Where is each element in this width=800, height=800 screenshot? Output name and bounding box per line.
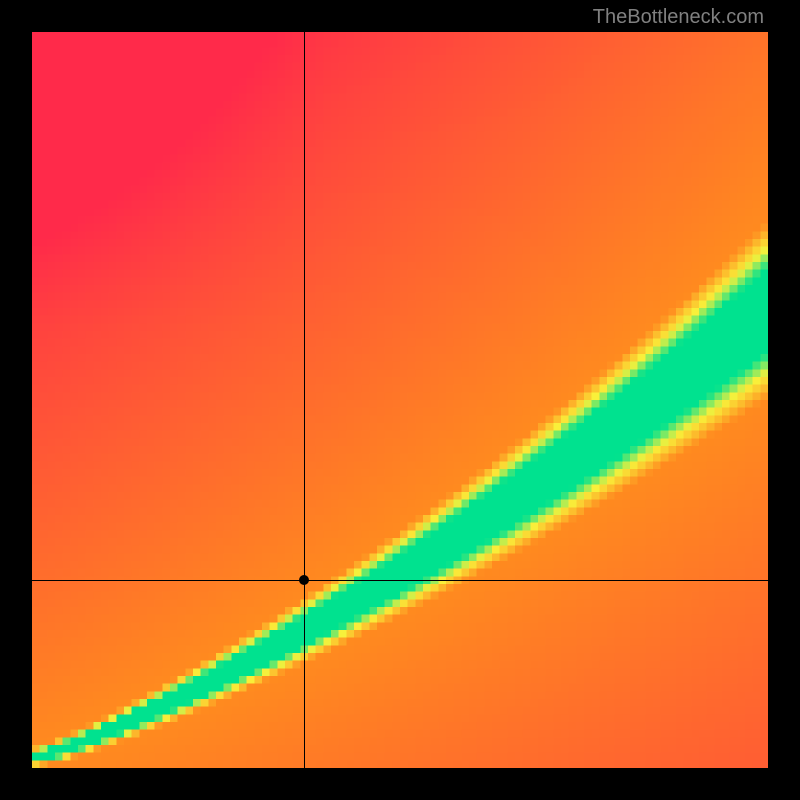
crosshair-horizontal	[32, 580, 768, 581]
crosshair-vertical	[304, 32, 305, 768]
watermark-text: TheBottleneck.com	[593, 6, 764, 29]
heatmap-canvas	[32, 32, 768, 768]
marker-dot	[299, 575, 309, 585]
plot-area	[32, 32, 768, 768]
